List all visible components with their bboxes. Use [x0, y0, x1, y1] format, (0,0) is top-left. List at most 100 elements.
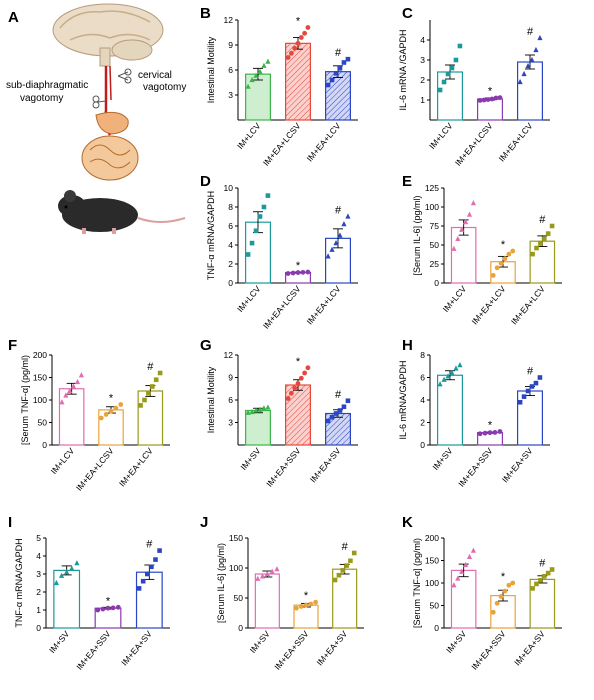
data-point [351, 550, 357, 556]
category-label: IM+EA+LCV [304, 121, 342, 164]
data-point [245, 409, 251, 415]
data-point [494, 600, 500, 606]
y-tick-label: 150 [229, 533, 243, 543]
data-point [482, 430, 488, 436]
data-point [257, 214, 263, 219]
y-tick-label: 2 [420, 75, 425, 85]
panel-a: A cervical vagotomy sub-diaphragmatic va… [6, 3, 186, 234]
data-point [549, 567, 555, 572]
category-label: IM+EA+SV [500, 446, 535, 485]
y-tick-label: 0 [42, 440, 47, 450]
category-label: IM+SV [248, 629, 272, 655]
data-point [305, 365, 311, 371]
data-point [441, 79, 447, 85]
bar [516, 390, 543, 446]
chart-f: F 0 50 100 150 200[Serum TNF-α] (pg/ml) IM+LCV… [8, 337, 170, 493]
data-point [157, 548, 162, 553]
significance-mark: * [296, 260, 301, 272]
bar [98, 409, 124, 446]
panel-label: K [402, 514, 413, 531]
data-point [463, 219, 469, 225]
data-point [329, 77, 335, 83]
data-point [490, 273, 496, 278]
data-point [521, 394, 527, 399]
data-point [67, 387, 73, 394]
panel-label: F [8, 337, 17, 354]
data-point [455, 235, 461, 242]
y-tick-label: 3 [228, 90, 233, 100]
data-point [115, 604, 121, 610]
chart-g: G 3 6 9 12 Intestinal Motility IM+SV * IM+EA+SSV… [200, 337, 358, 489]
y-tick-label: 150 [425, 556, 439, 566]
data-point [538, 241, 543, 246]
y-axis-label: Intestinal Motility [206, 366, 216, 433]
data-point [298, 35, 304, 40]
y-tick-label: 50 [38, 418, 48, 428]
data-point [510, 248, 516, 254]
panel-label: B [200, 5, 211, 22]
data-point [333, 240, 339, 246]
category-label: IM+EA+SSV [456, 446, 495, 489]
bar [285, 384, 312, 446]
data-point [294, 605, 299, 611]
data-point [534, 245, 539, 251]
data-point [529, 56, 535, 63]
y-tick-label: 0 [228, 278, 233, 288]
y-tick-label: 0 [434, 623, 439, 633]
data-point [521, 70, 527, 77]
category-label: IM+EA+SV [512, 629, 547, 668]
data-point [153, 557, 158, 562]
data-point [336, 572, 342, 578]
chart-j: J 0 50 100 150[Serum IL-6] (pg/ml) IM+SV * IM+E… [200, 514, 364, 672]
data-point [463, 561, 469, 568]
data-point [325, 253, 331, 259]
chart-d: D 0 2 4 6 8 10 TNF-α mRNA/GAPDH IM+LCV * IM+EA+LCS… [200, 173, 358, 331]
data-point [333, 71, 339, 76]
y-tick-label: 6 [228, 395, 233, 405]
data-point [457, 362, 463, 368]
data-point [261, 204, 267, 210]
y-tick-label: 50 [430, 601, 440, 611]
data-point [457, 43, 463, 49]
data-point [259, 573, 266, 579]
y-tick-label: 10 [224, 183, 234, 193]
data-point [545, 231, 551, 236]
panel-label: E [402, 173, 412, 190]
y-tick-label: 200 [33, 350, 47, 360]
y-tick-label: 4 [228, 240, 233, 250]
chart-c: C 1 2 3 4 IL-6 mRNA /GAPDH IM+LCV * IM+EA+LCSV # I… [398, 5, 550, 168]
data-point [341, 221, 347, 227]
data-point [490, 609, 496, 615]
data-point [285, 271, 291, 276]
y-axis-label: [Serum TNF-α] (pg/ml) [20, 355, 30, 445]
data-point [449, 369, 455, 376]
data-point [64, 569, 70, 575]
y-tick-label: 0 [434, 278, 439, 288]
data-point [295, 40, 301, 46]
category-label: IM+EA+LCV [304, 284, 342, 327]
data-point [298, 604, 304, 609]
data-point [530, 586, 535, 591]
y-tick-label: 3 [420, 55, 425, 65]
bar [437, 374, 464, 446]
data-point [325, 418, 331, 424]
data-point [437, 381, 443, 387]
y-tick-label: 1 [420, 95, 425, 105]
category-label: IM+SV [238, 446, 262, 472]
y-tick-label: 4 [420, 35, 425, 45]
data-point [541, 573, 547, 579]
data-point [534, 581, 539, 587]
y-tick-label: 100 [425, 202, 439, 212]
data-point [245, 83, 251, 89]
data-point [459, 568, 465, 574]
y-tick-label: 3 [228, 418, 233, 428]
data-point [245, 252, 251, 257]
data-point [337, 66, 343, 71]
category-label: IM+EA+LCSV [453, 121, 495, 168]
bar [245, 73, 272, 121]
data-point [103, 412, 109, 417]
bar [53, 569, 81, 629]
significance-mark: # [335, 389, 342, 401]
data-point [470, 547, 477, 553]
data-point [98, 415, 104, 421]
